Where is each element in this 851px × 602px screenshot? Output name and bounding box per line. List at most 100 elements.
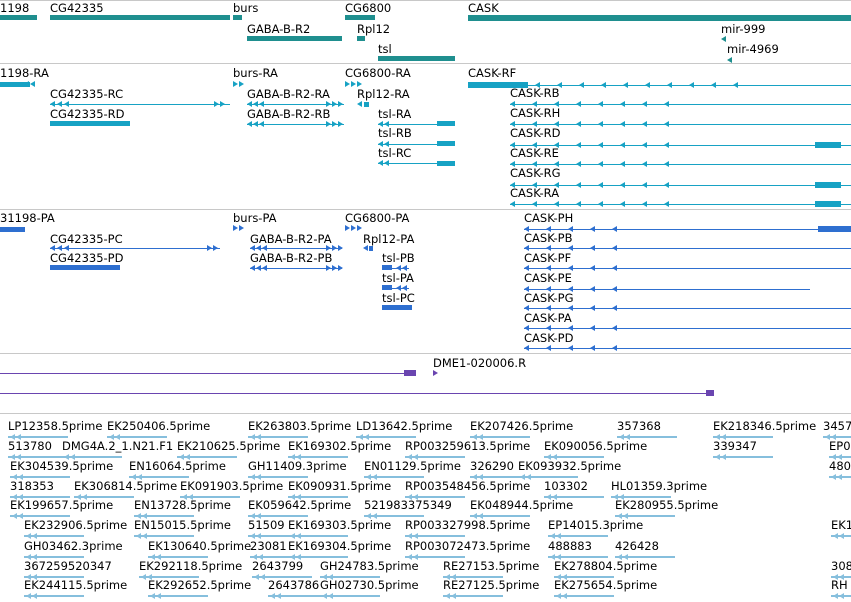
feature-label[interactable]: CG42335-PC [50, 232, 123, 246]
feature-label[interactable]: CASK-RD [510, 126, 561, 140]
feature-label[interactable]: EK130640.5prime [148, 539, 252, 553]
feature-bar[interactable] [382, 265, 392, 270]
feature-bar[interactable] [382, 305, 412, 310]
feature-bar[interactable] [437, 141, 455, 146]
feature-bar[interactable] [10, 476, 70, 478]
feature-label[interactable]: 51509 [248, 518, 285, 532]
feature-label[interactable]: CASK-RB [510, 86, 560, 100]
feature-label[interactable]: GABA-B-R2-PB [250, 251, 333, 265]
feature-label[interactable]: Rpl12 [357, 22, 391, 36]
feature-bar[interactable] [10, 496, 70, 498]
feature-bar[interactable] [510, 204, 851, 205]
feature-bar[interactable] [24, 576, 84, 578]
feature-bar[interactable] [356, 436, 416, 438]
feature-bar[interactable] [524, 268, 851, 269]
feature-label[interactable]: EK250406.5prime [107, 419, 211, 433]
feature-bar[interactable] [524, 308, 851, 309]
feature-bar[interactable] [50, 248, 220, 249]
feature-label[interactable]: tsl-PC [382, 291, 415, 305]
feature-label[interactable]: HL01359.3prime [611, 479, 708, 493]
feature-bar[interactable] [247, 124, 344, 125]
feature-label[interactable]: LD13642.5prime [356, 419, 453, 433]
feature-bar[interactable] [548, 556, 608, 558]
feature-label[interactable]: EK093932.5prime [518, 459, 622, 473]
feature-bar[interactable] [524, 328, 851, 329]
feature-bar[interactable] [248, 535, 308, 537]
feature-label[interactable]: EK263803.5prime [248, 419, 352, 433]
feature-bar[interactable] [524, 289, 810, 290]
feature-bar[interactable] [129, 476, 189, 478]
feature-label[interactable]: GABA-B-R2-RB [247, 107, 331, 121]
feature-label[interactable]: RP003259613.5prime [405, 439, 531, 453]
feature-label[interactable]: 23081 [250, 539, 287, 553]
feature-bar[interactable] [815, 201, 841, 207]
feature-bar[interactable] [713, 436, 773, 438]
feature-bar[interactable] [50, 104, 230, 105]
feature-label[interactable]: EK169302.5prime [288, 439, 392, 453]
feature-bar[interactable] [134, 535, 194, 537]
feature-label[interactable]: RP003072473.5prime [405, 539, 531, 553]
feature-label[interactable]: CG6800-RA [345, 66, 411, 80]
feature-label[interactable]: EK1 [831, 518, 851, 532]
feature-bar[interactable] [510, 145, 851, 146]
feature-bar[interactable] [443, 576, 503, 578]
feature-bar[interactable] [405, 556, 465, 558]
feature-bar[interactable] [544, 496, 604, 498]
feature-label[interactable]: burs [233, 1, 259, 15]
feature-label[interactable]: DMG4A.2_1.N21.F1 [62, 439, 174, 453]
feature-bar[interactable] [0, 82, 30, 87]
feature-label[interactable]: 2643799 [252, 559, 304, 573]
feature-label[interactable]: tsl-PB [382, 251, 415, 265]
feature-label[interactable]: EK306814.5prime [74, 479, 178, 493]
feature-label[interactable]: GH02730.5prime [320, 578, 419, 592]
feature-bar[interactable] [382, 268, 409, 269]
feature-bar[interactable] [378, 163, 455, 164]
feature-bar[interactable] [815, 182, 841, 188]
feature-label[interactable]: tsl-RB [378, 126, 412, 140]
feature-bar[interactable] [180, 496, 240, 498]
feature-bar[interactable] [148, 556, 208, 558]
feature-bar[interactable] [288, 496, 348, 498]
feature-label[interactable]: 480 [829, 459, 851, 473]
feature-bar[interactable] [823, 436, 851, 438]
feature-label[interactable]: mir-999 [721, 22, 766, 36]
feature-bar[interactable] [405, 456, 465, 458]
feature-label[interactable]: GH24783.5prime [320, 559, 419, 573]
feature-bar[interactable] [320, 576, 380, 578]
feature-bar[interactable] [404, 370, 416, 376]
feature-bar[interactable] [24, 556, 84, 558]
feature-label[interactable]: DME1-020006.R [433, 356, 527, 370]
feature-bar[interactable] [248, 515, 308, 517]
feature-label[interactable]: 488883 [548, 539, 592, 553]
feature-label[interactable]: EK280955.5prime [615, 498, 719, 512]
feature-bar[interactable] [50, 121, 130, 126]
feature-bar[interactable] [470, 515, 530, 517]
feature-bar[interactable] [615, 515, 675, 517]
feature-label[interactable]: tsl-RA [378, 107, 412, 121]
feature-bar[interactable] [378, 124, 455, 125]
feature-bar[interactable] [510, 164, 851, 165]
feature-label[interactable]: CASK-PF [524, 251, 572, 265]
feature-bar[interactable] [378, 56, 455, 61]
feature-label[interactable]: 103302 [544, 479, 588, 493]
feature-bar[interactable] [0, 373, 410, 374]
feature-label[interactable]: EK292652.5prime [148, 578, 252, 592]
feature-label[interactable]: CASK-RH [510, 106, 561, 120]
feature-bar[interactable] [364, 102, 369, 107]
feature-bar[interactable] [615, 556, 675, 558]
feature-label[interactable]: 31198-PA [0, 211, 55, 225]
feature-bar[interactable] [437, 161, 455, 166]
feature-label[interactable]: LP12358.5prime [8, 419, 103, 433]
feature-label[interactable]: EK091903.5prime [180, 479, 284, 493]
feature-bar[interactable] [0, 393, 710, 394]
feature-label[interactable]: EK304539.5prime [10, 459, 114, 473]
feature-label[interactable]: 308 [831, 559, 851, 573]
feature-label[interactable]: CASK-RA [510, 186, 560, 200]
feature-bar[interactable] [364, 476, 424, 478]
feature-label[interactable]: 1198 [0, 1, 30, 15]
feature-label[interactable]: tsl [378, 42, 392, 56]
feature-label[interactable]: EP0 [829, 439, 851, 453]
feature-label[interactable]: EN15015.5prime [134, 518, 231, 532]
feature-bar[interactable] [706, 390, 714, 396]
feature-label[interactable]: RE27125.5prime [443, 578, 540, 592]
